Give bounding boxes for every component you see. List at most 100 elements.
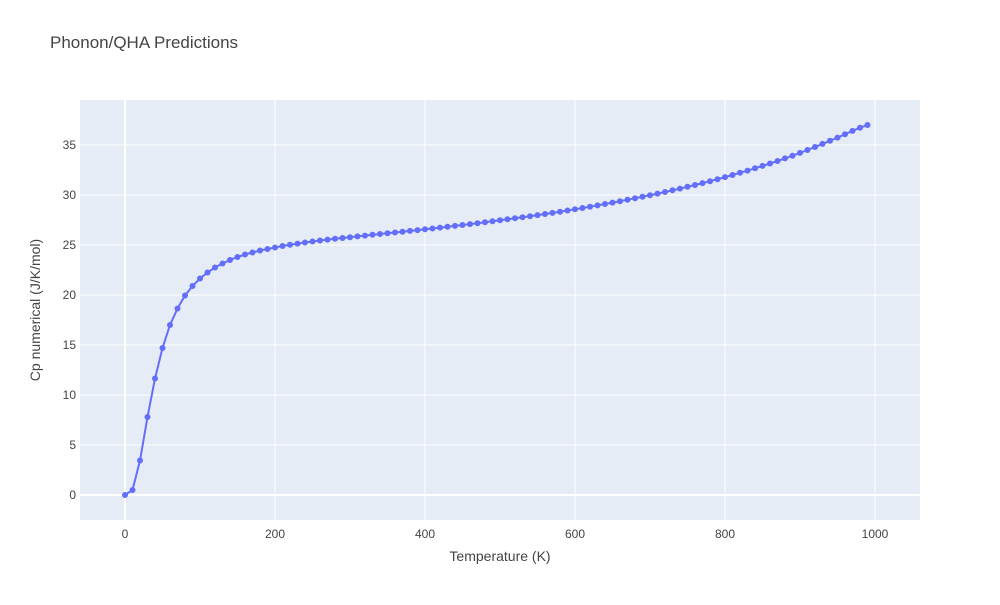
data-point — [572, 206, 578, 213]
data-point — [767, 160, 773, 167]
data-point — [167, 322, 173, 328]
y-tick-label: 15 — [63, 338, 77, 352]
data-point — [227, 257, 233, 263]
data-point — [257, 247, 263, 254]
data-point — [249, 249, 256, 256]
data-point — [669, 187, 676, 194]
data-point — [617, 198, 623, 205]
data-point — [189, 283, 196, 289]
tick-labels: 0 200 400 600 800 1000 0 5 10 15 20 25 30 35 — [63, 138, 889, 541]
y-tick-label: 20 — [63, 288, 77, 302]
data-point — [542, 211, 548, 217]
data-point — [729, 172, 736, 178]
data-point — [789, 152, 796, 159]
data-point — [587, 203, 593, 210]
y-tick-label: 35 — [63, 138, 77, 152]
data-point — [362, 232, 368, 239]
data-point — [122, 492, 128, 498]
data-point — [797, 149, 803, 156]
data-point — [197, 275, 203, 282]
data-point — [527, 213, 533, 220]
y-tick-label: 0 — [69, 488, 76, 502]
data-point — [332, 235, 338, 242]
data-point — [489, 218, 496, 225]
data-point — [857, 124, 863, 131]
data-point — [309, 238, 316, 245]
series-markers — [122, 122, 871, 498]
data-point — [429, 225, 436, 232]
data-point — [684, 183, 691, 190]
data-point — [504, 216, 511, 223]
data-point — [714, 176, 721, 183]
data-point — [744, 167, 751, 174]
data-point — [369, 231, 376, 238]
data-point — [444, 223, 451, 230]
data-point — [459, 222, 466, 228]
data-point — [512, 215, 518, 222]
data-point — [144, 414, 151, 420]
x-tick-label: 400 — [415, 527, 435, 541]
data-point — [407, 227, 413, 234]
data-point — [774, 158, 781, 164]
x-tick-label: 800 — [715, 527, 735, 541]
data-point — [594, 202, 601, 209]
data-point — [624, 196, 631, 203]
data-point — [534, 212, 541, 219]
data-point — [384, 230, 391, 237]
data-point — [182, 292, 188, 299]
data-point — [849, 127, 856, 134]
y-tick-label: 25 — [63, 238, 77, 252]
data-point — [399, 228, 406, 235]
chart-title: Phonon/QHA Predictions — [50, 33, 239, 52]
data-point — [212, 264, 218, 271]
data-point — [137, 457, 143, 464]
data-point — [354, 233, 361, 240]
data-point — [219, 260, 226, 267]
data-point — [272, 244, 278, 251]
data-point — [347, 234, 353, 241]
data-point — [722, 174, 728, 181]
data-point — [864, 122, 871, 128]
data-point — [317, 237, 323, 244]
plot-background — [80, 100, 920, 520]
data-point — [549, 209, 556, 216]
data-point — [782, 155, 788, 162]
data-point — [264, 246, 271, 252]
data-point — [437, 224, 443, 231]
data-point — [609, 199, 616, 206]
data-point — [392, 229, 398, 236]
data-point — [819, 140, 826, 147]
x-tick-label: 600 — [565, 527, 585, 541]
data-point — [699, 180, 706, 187]
data-point — [737, 169, 743, 176]
data-point — [474, 220, 481, 227]
data-point — [234, 254, 241, 260]
data-point — [752, 165, 758, 172]
data-point — [602, 201, 608, 207]
data-point — [204, 269, 211, 276]
data-point — [287, 241, 293, 248]
data-point — [834, 134, 841, 141]
data-point — [632, 195, 638, 202]
data-point — [662, 189, 668, 195]
data-point — [339, 235, 346, 241]
data-point — [422, 226, 428, 233]
x-tick-label: 1000 — [862, 527, 889, 541]
data-point — [294, 240, 301, 247]
y-tick-label: 5 — [69, 438, 76, 452]
x-tick-label: 0 — [122, 527, 129, 541]
x-axis-title: Temperature (K) — [449, 548, 550, 564]
data-point — [842, 131, 848, 138]
data-point — [467, 221, 473, 228]
data-point — [677, 185, 683, 192]
data-point — [174, 305, 181, 312]
data-point — [242, 251, 248, 258]
data-point — [497, 217, 503, 224]
data-point — [414, 227, 421, 234]
y-tick-label: 30 — [63, 188, 77, 202]
data-point — [452, 222, 458, 229]
data-point — [302, 239, 308, 246]
data-point — [579, 205, 586, 211]
